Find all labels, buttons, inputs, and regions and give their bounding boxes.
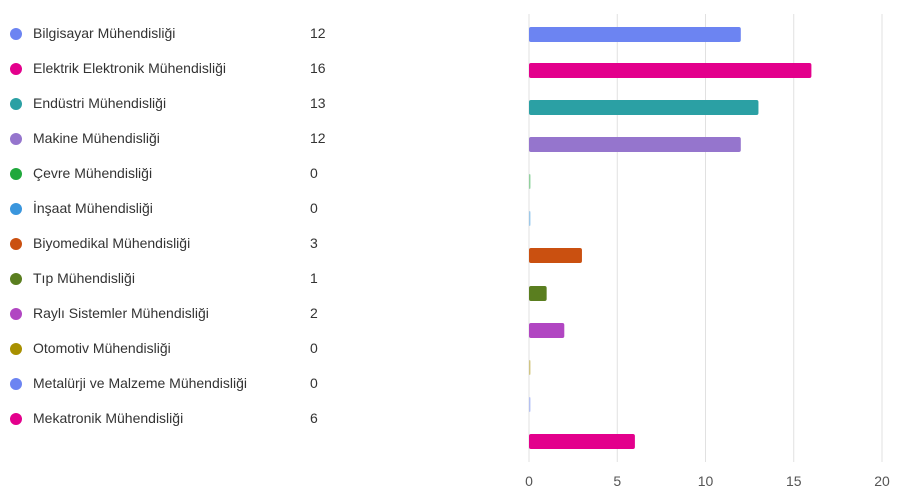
legend-count: 16 <box>310 60 326 76</box>
legend-count: 2 <box>310 305 318 321</box>
legend-swatch <box>10 133 22 145</box>
bar <box>529 211 531 226</box>
bar <box>529 27 741 42</box>
legend-swatch <box>10 168 22 180</box>
legend-label: Otomotiv Mühendisliği <box>33 340 171 356</box>
bar <box>529 137 741 152</box>
legend-item: Raylı Sistemler Mühendisliği 2 <box>0 304 340 324</box>
legend-item: Çevre Mühendisliği 0 <box>0 164 340 184</box>
legend-label: Endüstri Mühendisliği <box>33 95 167 111</box>
legend-item: İnşaat Mühendisliği 0 <box>0 199 340 219</box>
bar <box>529 63 812 78</box>
legend-item: Bilgisayar Mühendisliği 12 <box>0 24 340 44</box>
legend-swatch <box>10 378 22 390</box>
bar <box>529 360 531 375</box>
legend-swatch <box>10 273 22 285</box>
gridlines <box>528 14 883 462</box>
bar <box>529 248 582 263</box>
legend-swatch <box>10 28 22 40</box>
legend-swatch <box>10 98 22 110</box>
x-tick-label: 20 <box>874 473 890 489</box>
legend-swatch <box>10 203 22 215</box>
legend-item: Metalürji ve Malzeme Mühendisliği 0 <box>0 374 340 394</box>
bar <box>529 323 565 338</box>
bar <box>529 100 759 115</box>
legend-label: Bilgisayar Mühendisliği <box>33 25 176 41</box>
legend-count: 0 <box>310 375 318 391</box>
legend-label: İnşaat Mühendisliği <box>33 200 153 216</box>
legend-swatch <box>10 63 22 75</box>
legend-label: Biyomedikal Mühendisliği <box>33 235 191 251</box>
bar <box>529 434 635 449</box>
legend-count: 3 <box>310 235 318 251</box>
legend-count: 13 <box>310 95 326 111</box>
legend-item: Elektrik Elektronik Mühendisliği 16 <box>0 59 340 79</box>
bar <box>529 174 531 189</box>
legend-count: 0 <box>310 165 318 181</box>
legend-count: 12 <box>310 130 326 146</box>
legend-item: Tıp Mühendisliği 1 <box>0 269 340 289</box>
x-tick-label: 10 <box>698 473 714 489</box>
legend-swatch <box>10 343 22 355</box>
legend-swatch <box>10 238 22 250</box>
legend-label: Raylı Sistemler Mühendisliği <box>33 305 209 321</box>
legend-item: Otomotiv Mühendisliği 0 <box>0 339 340 359</box>
legend-item: Mekatronik Mühendisliği 6 <box>0 409 340 429</box>
legend-label: Elektrik Elektronik Mühendisliği <box>33 60 226 76</box>
legend-count: 12 <box>310 25 326 41</box>
bars <box>529 27 812 449</box>
x-tick-label: 5 <box>613 473 621 489</box>
legend-label: Tıp Mühendisliği <box>33 270 135 286</box>
legend-swatch <box>10 308 22 320</box>
legend-count: 6 <box>310 410 318 426</box>
bar <box>529 286 547 301</box>
legend-count: 0 <box>310 200 318 216</box>
legend-label: Metalürji ve Malzeme Mühendisliği <box>33 375 247 391</box>
legend-swatch <box>10 413 22 425</box>
legend-label: Çevre Mühendisliği <box>33 165 153 181</box>
bar <box>529 397 531 412</box>
legend-count: 1 <box>310 270 318 286</box>
legend-label: Mekatronik Mühendisliği <box>33 410 184 426</box>
legend-item: Makine Mühendisliği 12 <box>0 129 340 149</box>
x-tick-label: 15 <box>786 473 802 489</box>
legend-count: 0 <box>310 340 318 356</box>
legend-label: Makine Mühendisliği <box>33 130 160 146</box>
legend-item: Biyomedikal Mühendisliği 3 <box>0 234 340 254</box>
legend-item: Endüstri Mühendisliği 13 <box>0 94 340 114</box>
x-axis-ticks: 0 5 10 15 20 <box>525 473 890 489</box>
x-tick-label: 0 <box>525 473 533 489</box>
